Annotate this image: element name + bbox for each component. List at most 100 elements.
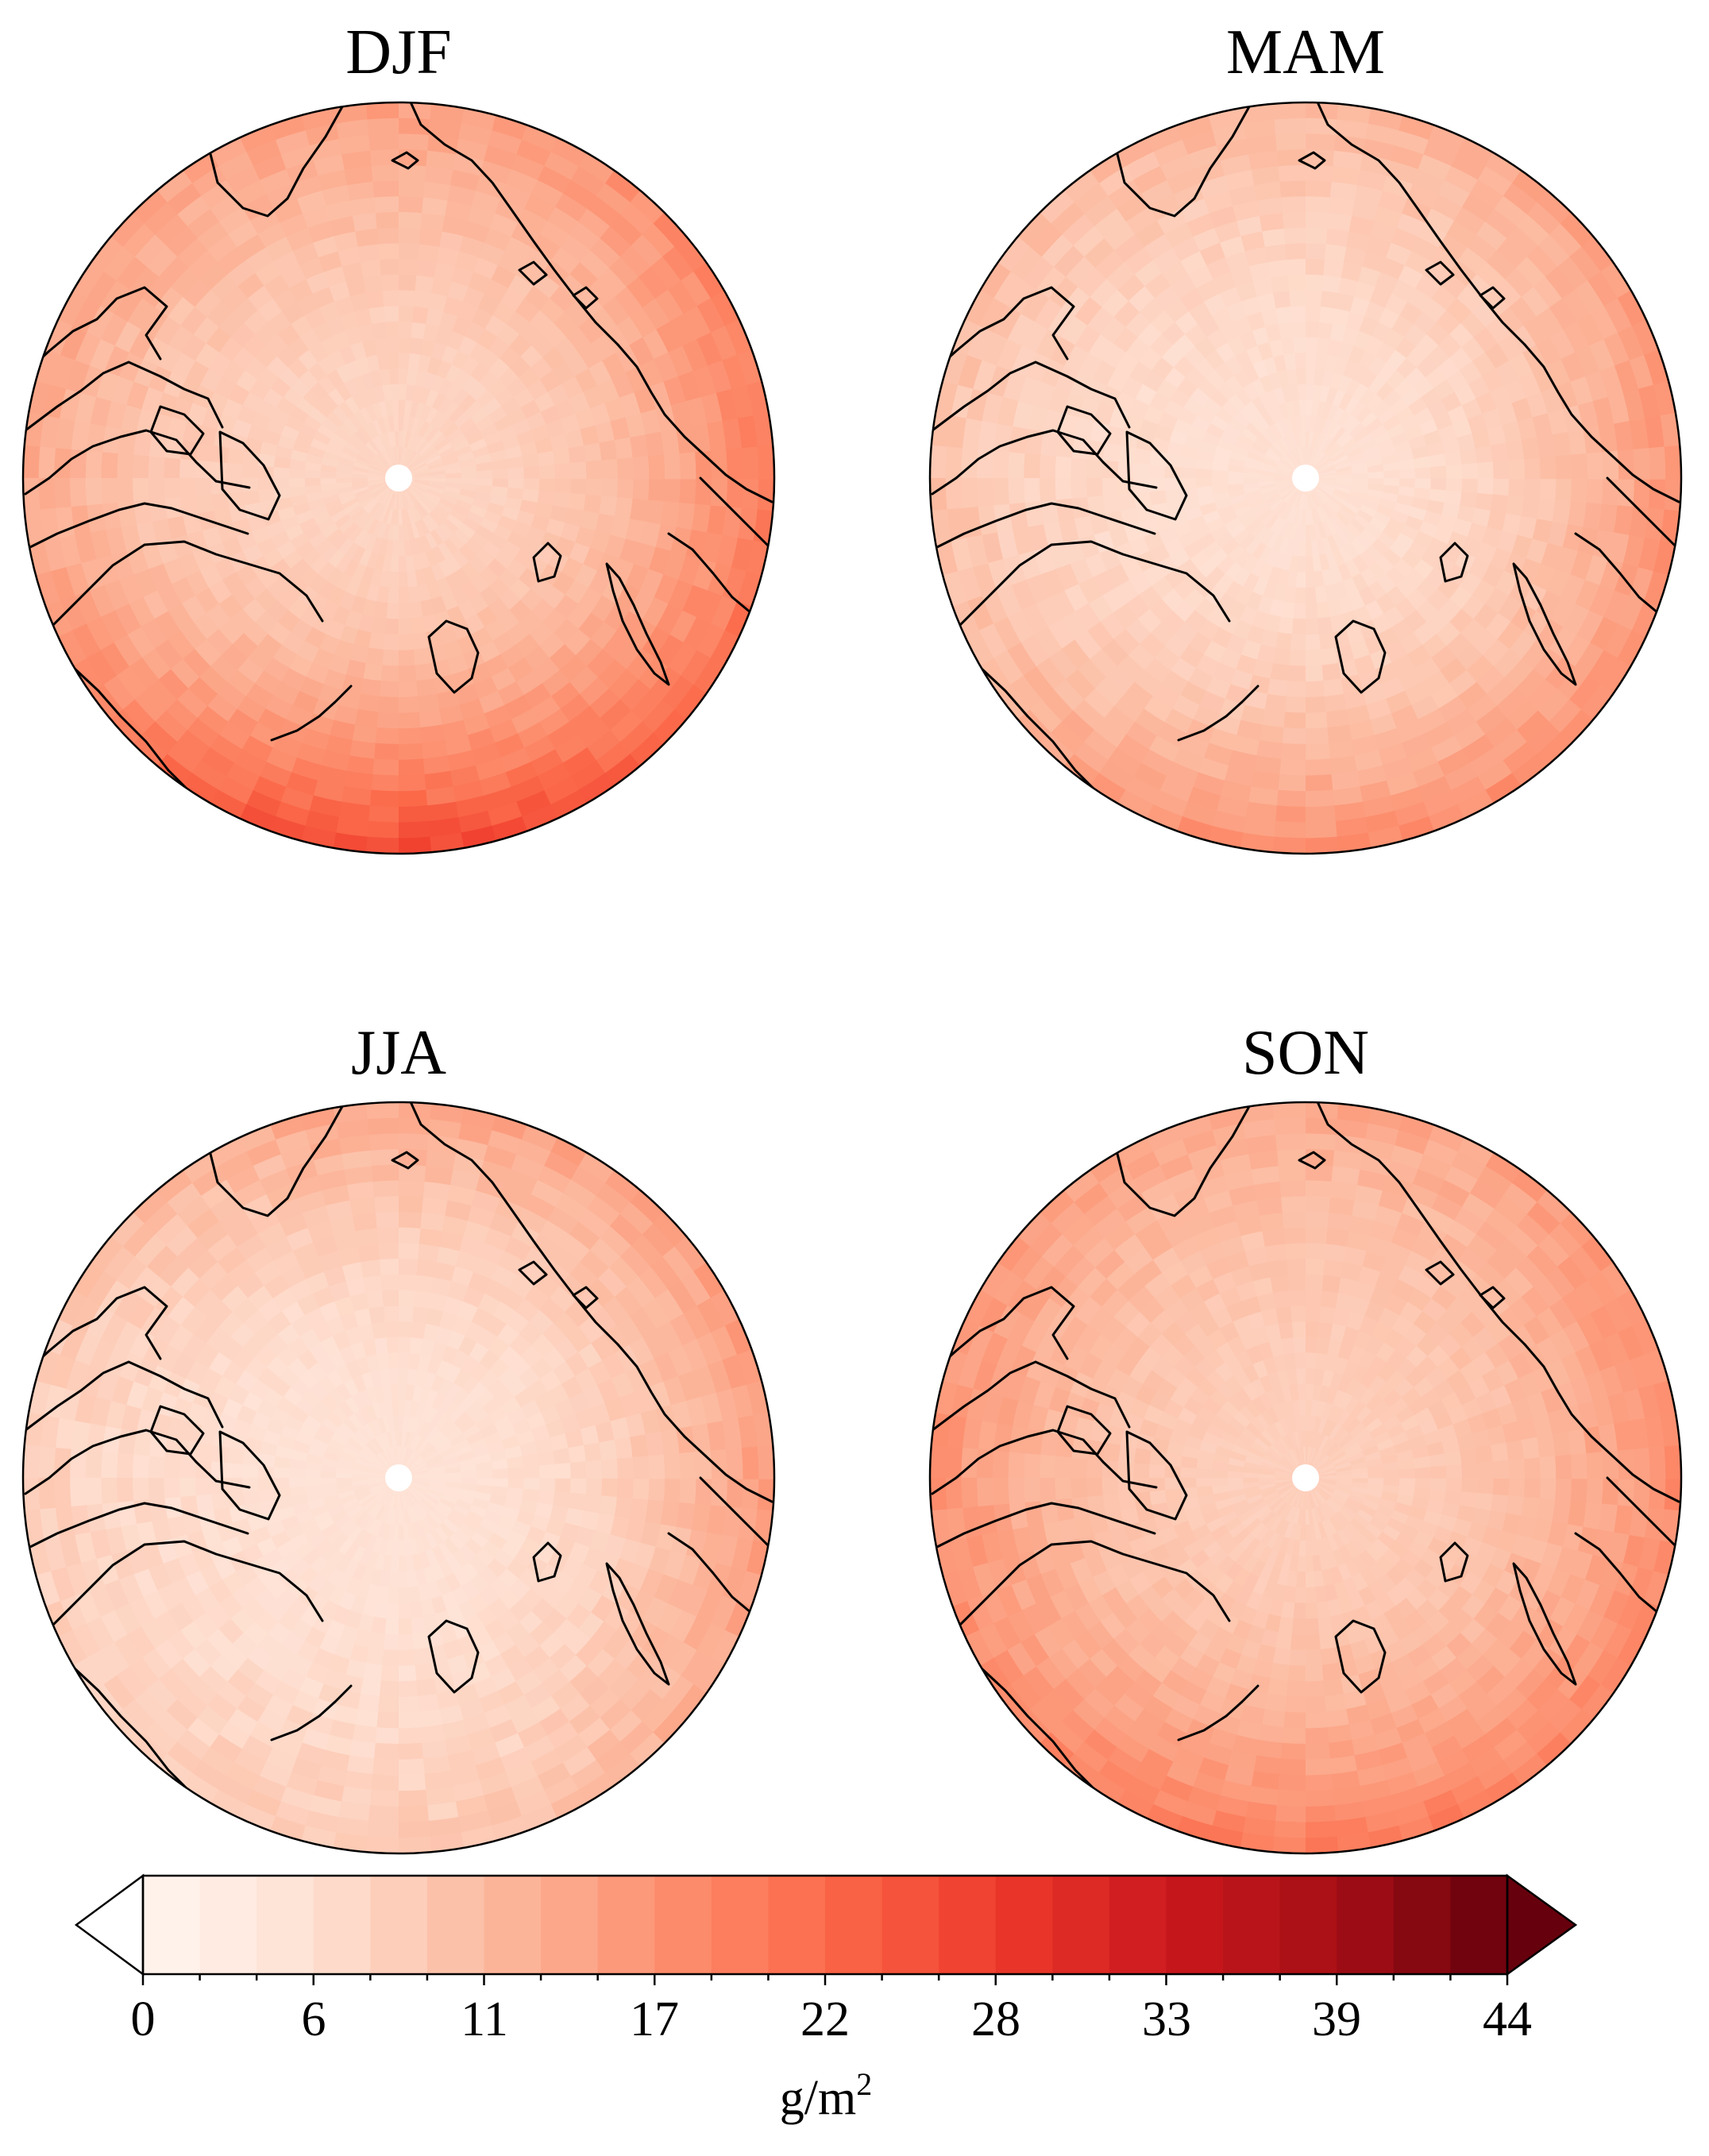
field-cell (569, 261, 600, 291)
field-cell (604, 1325, 631, 1354)
field-cell (352, 212, 378, 232)
field-cell (355, 1356, 371, 1375)
field-cell (171, 351, 196, 380)
field-cell (724, 318, 753, 357)
field-cell (1245, 134, 1279, 155)
field-cell (1145, 804, 1182, 832)
field-cell (466, 1510, 484, 1525)
field-cell (655, 1524, 677, 1552)
field-cell (501, 1506, 521, 1522)
field-cell (399, 1258, 419, 1275)
field-cell (1590, 305, 1619, 341)
field-cell (333, 704, 358, 726)
field-cell (1346, 310, 1366, 332)
field-cell (1242, 477, 1260, 484)
field-cell (966, 324, 994, 361)
field-cell (291, 1502, 311, 1516)
field-cell (589, 237, 622, 269)
field-cell (413, 1482, 430, 1489)
field-cell (399, 336, 412, 353)
field-cell (411, 632, 429, 650)
field-cell (453, 1504, 470, 1518)
field-cell (74, 330, 102, 366)
field-cell (279, 212, 309, 237)
field-cell (401, 1508, 407, 1525)
field-cell (738, 415, 758, 449)
field-cell (1441, 502, 1460, 519)
field-cell (601, 1458, 619, 1479)
field-cell (378, 1506, 388, 1523)
field-cell (1437, 514, 1458, 533)
field-cell (1113, 299, 1140, 327)
field-cell (1275, 482, 1291, 489)
field-cell (578, 1316, 605, 1344)
field-cell (1343, 360, 1360, 380)
field-cell (399, 1179, 426, 1198)
field-cell (154, 213, 189, 246)
field-cell (1104, 424, 1125, 445)
field-cell (1310, 447, 1317, 464)
field-cell (453, 438, 471, 452)
field-cell (520, 804, 558, 832)
field-cell (280, 667, 307, 692)
field-cell (1631, 601, 1660, 638)
field-cell (707, 421, 727, 453)
field-cell (505, 168, 539, 195)
field-cell (1251, 442, 1267, 455)
field-cell (414, 1478, 431, 1481)
field-cell (374, 727, 399, 745)
field-cell (1353, 654, 1375, 676)
field-cell (411, 1457, 425, 1469)
field-cell (406, 491, 418, 506)
field-cell (413, 482, 430, 489)
field-cell (554, 734, 588, 764)
field-cell (1133, 708, 1165, 736)
field-cell (59, 387, 82, 422)
field-cell (614, 437, 634, 461)
field-cell (1281, 195, 1307, 214)
field-cell (179, 1306, 208, 1335)
field-cell (663, 1478, 681, 1504)
field-cell (1360, 368, 1379, 389)
field-cell (241, 464, 259, 478)
field-cell (534, 1502, 554, 1519)
field-cell (1133, 669, 1163, 697)
field-cell (362, 422, 376, 440)
field-cell (403, 539, 413, 557)
field-cell (1052, 678, 1085, 712)
field-cell (1589, 616, 1618, 652)
field-cell (366, 353, 380, 372)
field-cell (1316, 506, 1326, 523)
field-cell (1496, 530, 1518, 554)
field-cell (625, 1365, 650, 1394)
field-cell (401, 508, 407, 526)
field-cell (437, 1501, 453, 1514)
field-cell (326, 567, 344, 588)
field-cell (387, 587, 399, 604)
field-cell (510, 708, 540, 735)
field-cell (1265, 549, 1279, 567)
field-cell (1638, 538, 1661, 573)
field-cell (357, 614, 375, 633)
field-cell (133, 1357, 158, 1387)
field-cell (314, 538, 333, 557)
field-cell (359, 1495, 375, 1509)
coastline-segment (930, 286, 1075, 376)
field-cell (147, 455, 165, 478)
field-cell (272, 1466, 290, 1478)
field-cell (341, 445, 358, 458)
field-cell (328, 1719, 356, 1741)
field-cell (458, 1544, 477, 1563)
field-cell (1294, 415, 1302, 432)
field-cell (564, 629, 592, 657)
field-cell (601, 478, 619, 499)
field-cell (1511, 397, 1533, 422)
field-cell (147, 1476, 165, 1500)
field-cell (1229, 669, 1253, 691)
field-cell (1421, 388, 1442, 408)
field-cell (1258, 477, 1275, 483)
field-cell (378, 452, 390, 466)
field-cell (667, 580, 694, 612)
field-cell (424, 1786, 456, 1807)
field-cell (1074, 295, 1103, 326)
